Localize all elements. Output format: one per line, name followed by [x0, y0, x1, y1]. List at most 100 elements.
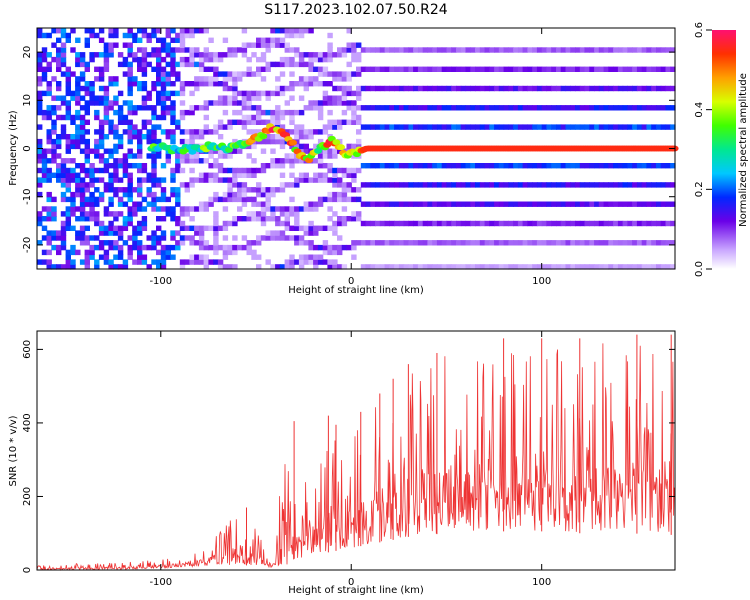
spectrogram-cell: [508, 85, 514, 92]
spectrogram-cell: [494, 264, 500, 270]
spectrogram-cell: [251, 42, 257, 48]
spectrogram-cell: [341, 187, 348, 193]
spectrogram-cell: [208, 225, 214, 231]
spectrogram-cell: [475, 163, 481, 169]
spectrogram-cell: [184, 56, 190, 63]
spectrogram-cell: [513, 182, 519, 188]
spectrogram-cell: [346, 90, 352, 97]
spectrogram-cell: [256, 114, 262, 121]
spectrogram-cell: [308, 220, 314, 227]
spectrogram-cell: [232, 148, 238, 154]
spectrogram-cell: [327, 32, 333, 39]
spectrogram-cell: [117, 105, 124, 111]
spectrogram-cell: [308, 254, 314, 260]
spectrogram-cell: [294, 52, 300, 58]
spectrogram-cell: [470, 124, 476, 130]
spectrogram-cell: [346, 244, 352, 251]
spectrogram-cell: [51, 153, 57, 159]
spectrogram-cell: [98, 76, 105, 82]
spectrogram-cell: [84, 259, 90, 265]
spectrogram-cell: [179, 158, 186, 164]
spectrogram-cell: [175, 61, 181, 68]
spectrogram-cell: [127, 138, 133, 145]
spectrogram-cell: [360, 240, 367, 246]
spectrogram-cell: [84, 225, 90, 231]
spectrogram-cell: [265, 61, 271, 68]
spectrogram-cell: [198, 81, 205, 87]
spectrogram-cell: [432, 124, 438, 130]
spectrogram-cell: [246, 42, 252, 48]
spectrogram-cell: [451, 240, 457, 246]
spectrogram-cell: [108, 220, 114, 227]
spectrogram-cell: [479, 182, 486, 188]
spectrogram-cell: [194, 158, 200, 164]
spectrogram-cell: [70, 90, 76, 97]
spectrogram-cell: [132, 201, 138, 207]
spectrogram-cell: [265, 119, 271, 125]
spectrogram-cell: [37, 148, 43, 154]
spectrogram-cell: [113, 240, 119, 246]
spectrogram-cell: [141, 32, 148, 39]
spectrogram-cell: [241, 28, 248, 34]
spectrogram-cell: [665, 220, 671, 227]
spectrogram-cell: [308, 225, 314, 231]
spectrogram-cell: [251, 119, 257, 125]
spectrogram-cell: [360, 66, 367, 72]
spectrogram-cell: [113, 254, 119, 260]
spectrogram-cell: [327, 153, 333, 159]
spectrogram-cell: [265, 138, 271, 145]
spectrogram-cell: [98, 230, 105, 236]
spectrogram-cell: [108, 264, 114, 270]
spectrogram-cell: [289, 153, 295, 159]
spectrogram-cell: [156, 114, 162, 121]
spectrogram-cell: [146, 172, 152, 178]
spectrogram-cell: [132, 230, 138, 236]
spectrogram-cell: [79, 177, 86, 183]
spectrogram-cell: [141, 52, 148, 58]
spectrogram-cell: [351, 119, 357, 125]
spectrogram-cell: [132, 76, 138, 82]
spectrogram-cell: [389, 264, 395, 270]
spectrogram-cell: [232, 249, 238, 256]
spectrogram-cell: [227, 71, 233, 77]
spectrogram-cell: [313, 158, 319, 164]
spectrogram-cell: [479, 201, 486, 207]
spectrogram-cell: [117, 225, 124, 231]
spectrogram-cell: [160, 259, 167, 265]
spectrogram-cell: [375, 85, 381, 92]
spectrogram-cell: [98, 66, 105, 72]
spectrogram-cell: [75, 52, 81, 58]
spectrogram-cell: [103, 240, 110, 246]
spectrogram-cell: [422, 182, 429, 188]
spectrogram-cell: [189, 206, 195, 212]
spectrogram-cell: [265, 163, 271, 169]
spectrogram-cell: [213, 196, 219, 203]
spectrogram-cell: [56, 143, 62, 150]
spectrogram-cell: [460, 240, 467, 246]
spectrogram-cell: [536, 163, 543, 169]
spectrogram-cell: [37, 109, 43, 116]
spectrogram-cell: [622, 264, 628, 270]
spectrogram-cell: [422, 163, 429, 169]
spectrogram-cell: [360, 220, 367, 227]
spectrogram-cell: [351, 52, 357, 58]
spectrogram-cell: [232, 191, 238, 198]
spectrogram-cell: [98, 119, 105, 125]
spectrogram-cell: [75, 172, 81, 178]
spectrogram-cell: [275, 216, 281, 222]
spectrogram-cell: [170, 216, 176, 222]
spectrogram-cell: [151, 259, 157, 265]
spectrogram-cell: [103, 249, 110, 256]
spectrogram-cell: [222, 100, 229, 106]
spectrogram-cell: [337, 76, 343, 82]
spectrogram-cell: [556, 163, 562, 169]
spectrogram-cell: [417, 264, 424, 270]
spectrogram-cell: [427, 85, 433, 92]
spectrogram-cell: [203, 47, 209, 53]
spectrogram-cell: [289, 158, 295, 164]
spectrogram-cell: [284, 235, 290, 241]
spectrogram-cell: [389, 182, 395, 188]
spectrogram-cell: [256, 37, 262, 43]
spectrogram-cell: [184, 109, 190, 116]
spectrogram-cell: [594, 124, 600, 130]
